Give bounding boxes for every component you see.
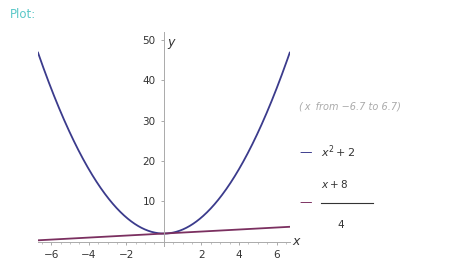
Text: x: x [293, 235, 300, 248]
Text: $4$: $4$ [337, 218, 345, 230]
Text: Plot:: Plot: [10, 8, 36, 21]
Text: —: — [299, 146, 312, 159]
Text: ( x  from −6.7 to 6.7): ( x from −6.7 to 6.7) [299, 102, 401, 112]
Text: —: — [299, 197, 312, 209]
Text: $x^2 + 2$: $x^2 + 2$ [321, 144, 355, 160]
Text: $x+8$: $x+8$ [321, 178, 348, 190]
Text: y: y [168, 36, 175, 49]
